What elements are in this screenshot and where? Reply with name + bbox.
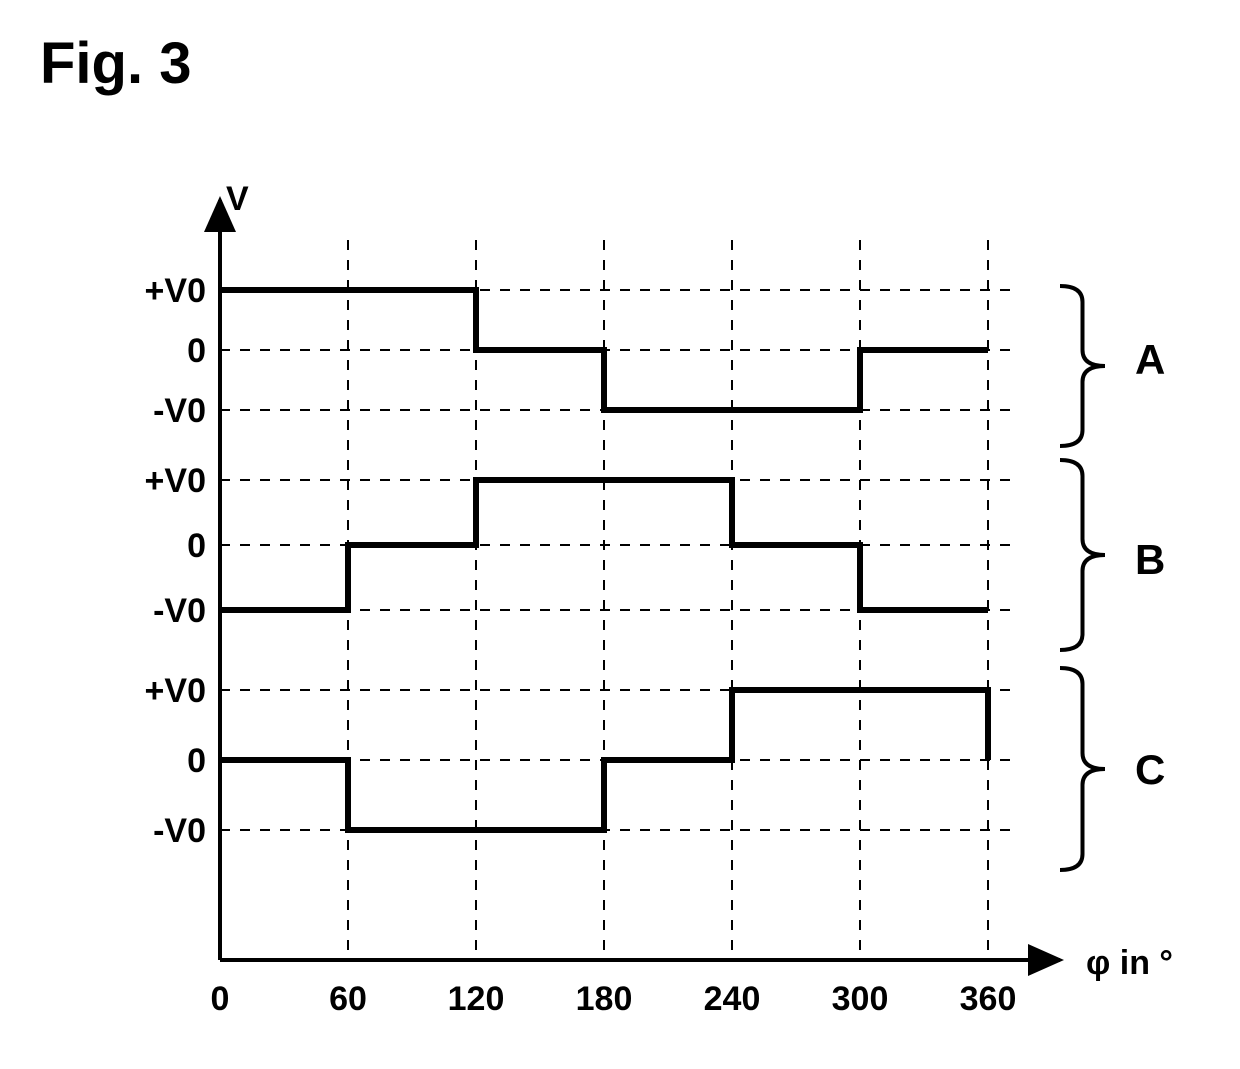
y-tick-label: +V0 [145, 462, 206, 500]
series-brace-A [1060, 286, 1105, 446]
y-tick-label: -V0 [153, 392, 206, 430]
figure-container: Fig. 3 Vφ in °060120180240300360+V00-V0A… [0, 0, 1240, 1069]
x-tick-label: 0 [211, 980, 230, 1018]
x-axis-title: φ in ° [1086, 944, 1173, 982]
x-tick-label: 240 [704, 980, 761, 1018]
series-brace-B [1060, 460, 1105, 650]
y-tick-label: +V0 [145, 672, 206, 710]
series-label-B: B [1135, 536, 1165, 583]
x-tick-label: 300 [832, 980, 889, 1018]
y-tick-label: 0 [187, 527, 206, 565]
y-tick-label: 0 [187, 742, 206, 780]
x-tick-label: 360 [960, 980, 1017, 1018]
timing-diagram: Vφ in ° 0 60 120 180 240 300 360 +V0 0 -V0 A +V0 0 -V0… [0, 0, 1240, 1069]
x-tick-label: 60 [329, 980, 367, 1018]
series-brace-C [1060, 668, 1105, 870]
y-tick-label: +V0 [145, 272, 206, 310]
series-label-A: A [1135, 336, 1165, 383]
series-label-C: C [1135, 746, 1165, 793]
y-tick-label: -V0 [153, 812, 206, 850]
x-tick-label: 120 [448, 980, 505, 1018]
y-axis-title: V [226, 180, 249, 218]
waveform-C [220, 690, 988, 830]
y-tick-label: -V0 [153, 592, 206, 630]
x-axis-arrow [1028, 944, 1064, 976]
y-tick-label: 0 [187, 332, 206, 370]
x-tick-label: 180 [576, 980, 633, 1018]
